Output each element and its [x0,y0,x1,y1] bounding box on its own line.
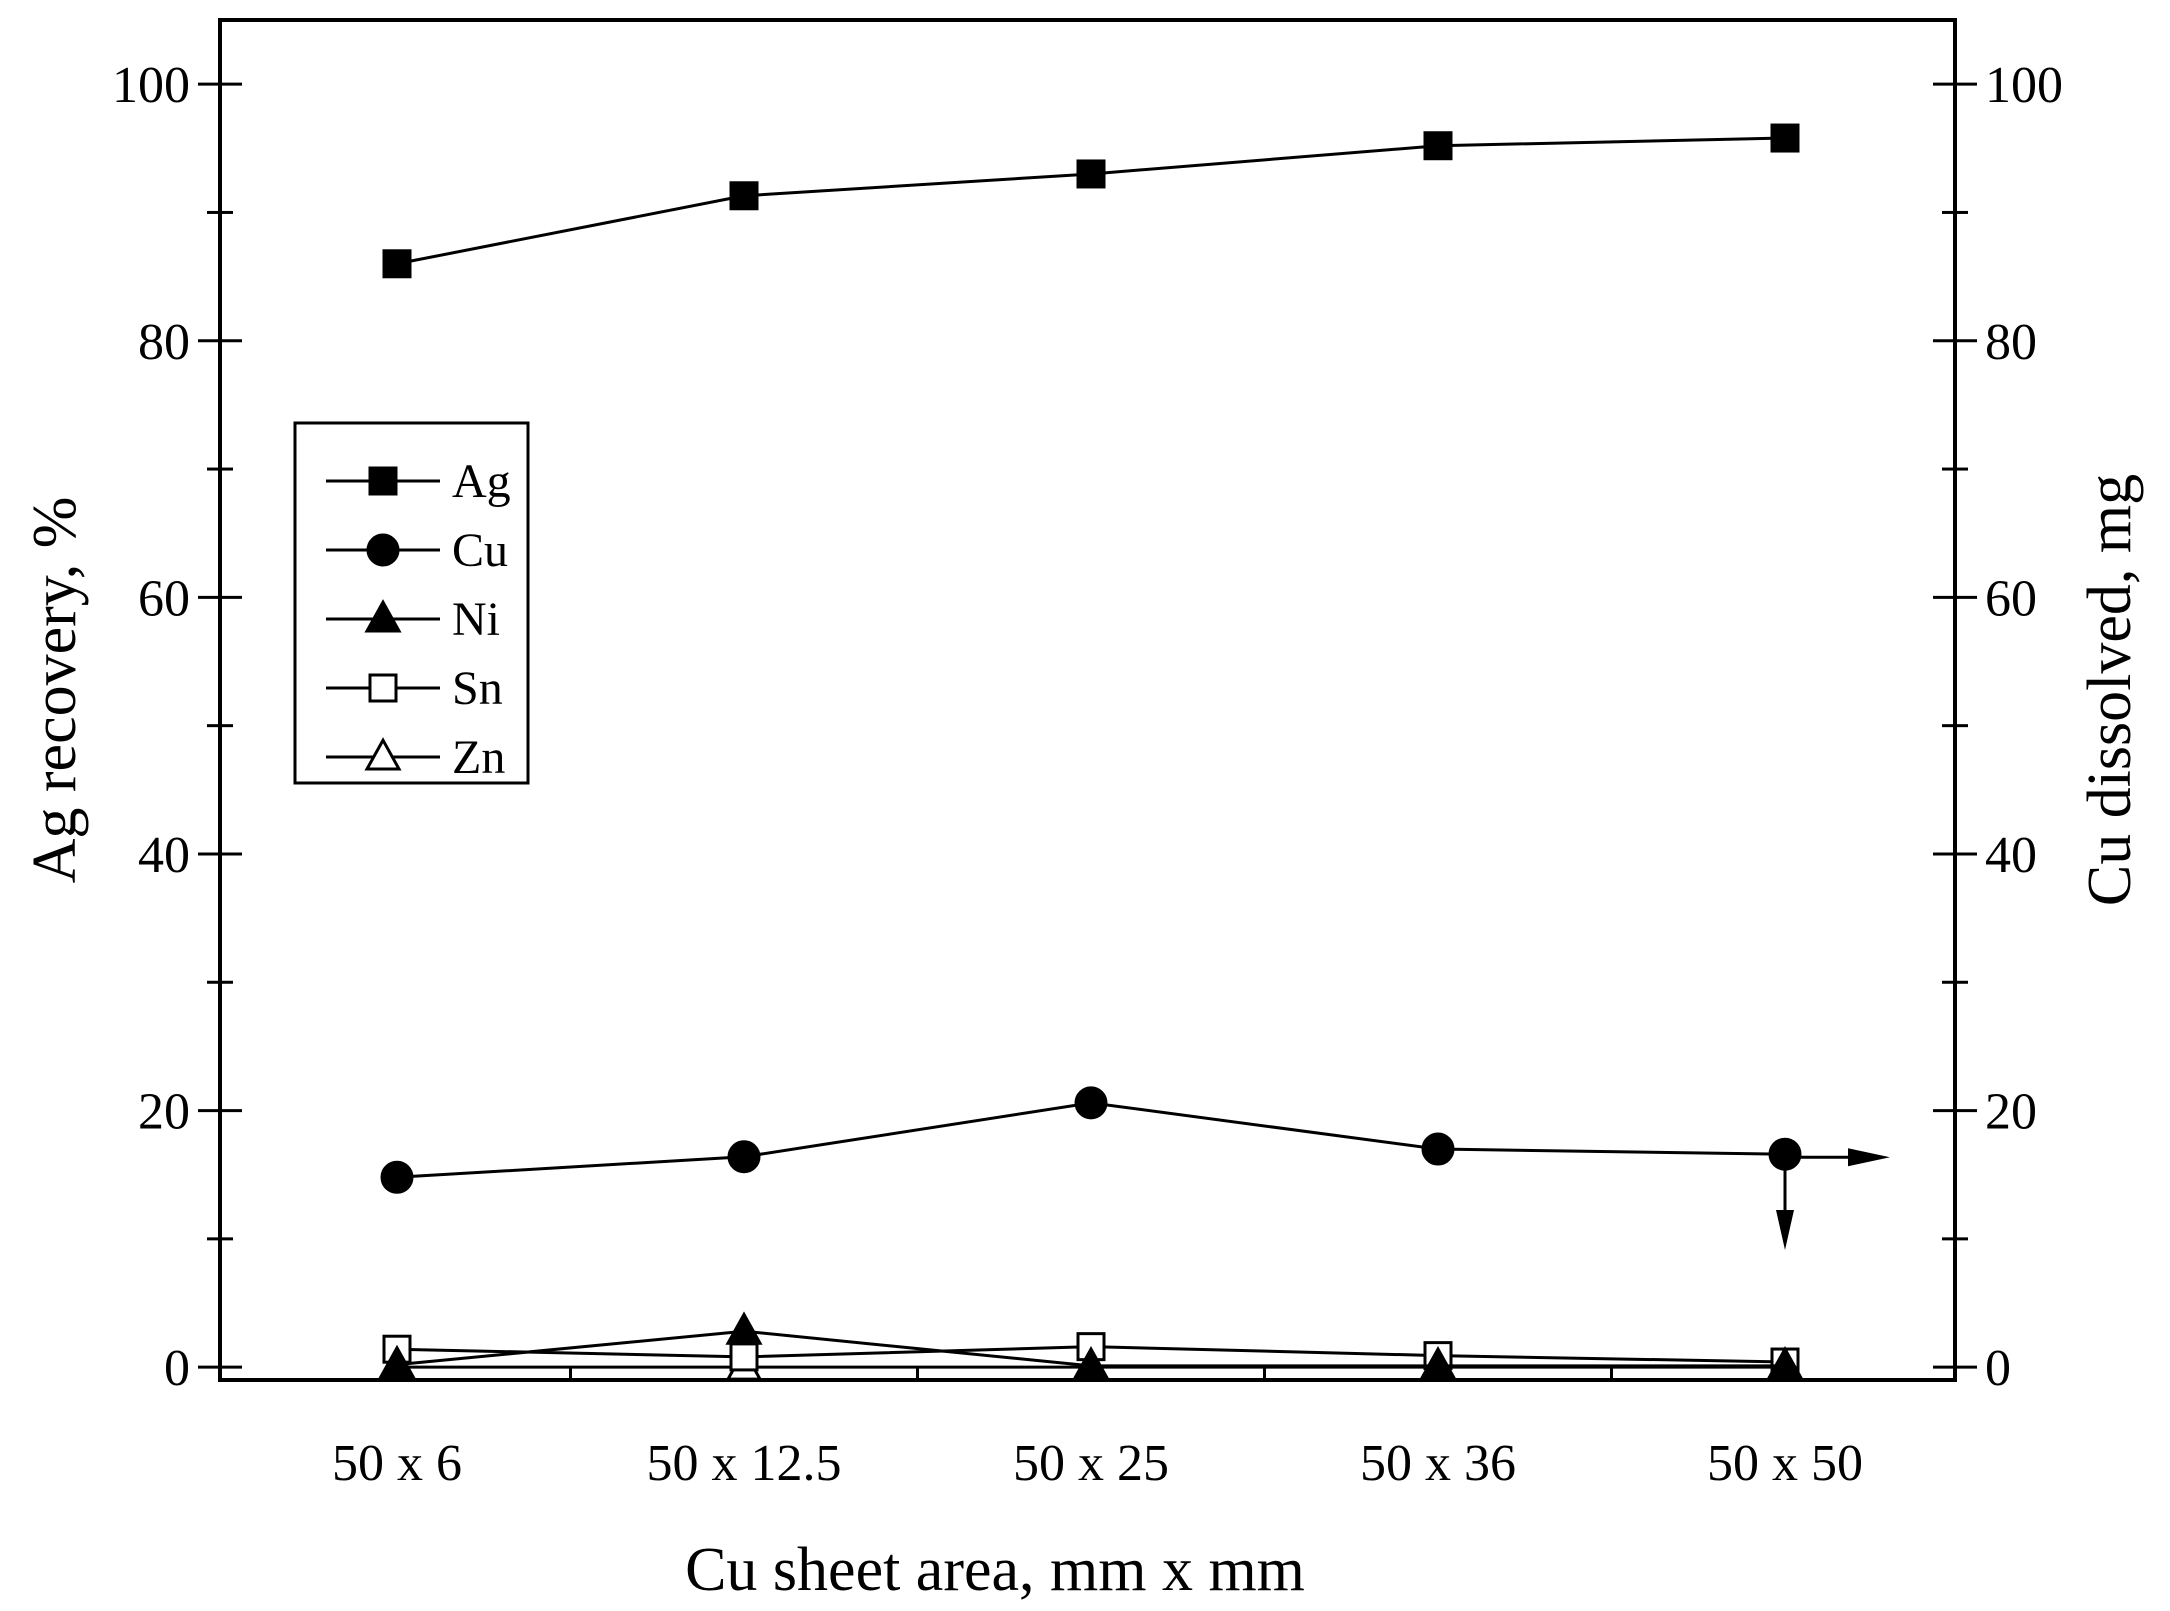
legend-entry-sn: Sn [326,662,503,715]
data-point-cu [380,1160,414,1194]
data-point-sn [729,1342,759,1372]
legend-label-ag: Ag [452,455,511,508]
data-point-ni [1766,1345,1804,1380]
y2-tick-label: 60 [1985,570,2037,627]
data-point-ni [1072,1345,1110,1380]
tick-labels: 0 20 40 60 80 100 0 20 40 60 80 100 50 x 6 50 x 12.5 5… [112,57,2063,1492]
y-tick-label: 0 [164,1340,190,1397]
y2-tick-label: 40 [1985,827,2037,884]
data-point-cu [1421,1132,1455,1166]
data-point-ag [1076,159,1106,189]
y-tick-label: 40 [138,827,190,884]
y-axis-title: Ag recovery, % [21,497,89,884]
data-series [378,123,1804,1381]
data-point-cu [727,1140,761,1174]
data-point-ni [1419,1345,1457,1380]
series-ni [378,1311,1804,1380]
arrow-down-head [1776,1210,1794,1250]
y-tick-label: 60 [138,570,190,627]
series-line-ag [396,136,1786,266]
tick-marks [198,82,1977,1380]
legend-marker-ag [368,466,398,496]
y2-tick-label: 0 [1985,1340,2011,1397]
data-point-ag [1770,123,1800,153]
y2-axis-title: Cu dissolved, mg [2076,474,2144,906]
x-tick-label: 50 x 36 [1360,1435,1516,1492]
data-point-ag [382,249,412,279]
legend-entry-zn: Zn [326,731,505,784]
legend-marker-zn [364,737,402,771]
y-tick-label: 20 [138,1084,190,1141]
legend-label-cu: Cu [452,524,508,577]
x-tick-label: 50 x 6 [332,1435,462,1492]
series-ag [382,123,1800,279]
legend-entry-cu: Cu [326,524,508,577]
legend-label-zn: Zn [452,731,505,784]
arrow-right-head [1848,1148,1890,1167]
x-tick-label: 50 x 12.5 [647,1435,842,1492]
x-axis-title: Cu sheet area, mm x mm [685,1536,1305,1604]
x-tick-label: 50 x 25 [1013,1435,1169,1492]
y-tick-label: 100 [112,57,190,114]
legend-label-sn: Sn [452,662,503,715]
x-tick-label: 50 x 50 [1707,1435,1863,1492]
legend-marker-ni [364,599,402,633]
legend-box [293,421,530,785]
series-cu [380,1086,1802,1194]
legend-entry-ag: Ag [326,455,511,508]
annotations [1776,1148,1890,1250]
data-point-ag [729,181,759,211]
data-point-ag [1423,131,1453,161]
data-point-ni [725,1311,763,1345]
y2-tick-label: 80 [1985,314,2037,371]
data-point-ni [378,1344,416,1379]
legend: Ag Cu Ni Sn Zn [293,421,530,785]
legend-marker-sn [368,673,398,703]
legend-entries: Ag Cu Ni Sn Zn [326,455,511,784]
data-point-cu [1768,1137,1802,1171]
y2-tick-label: 20 [1985,1084,2037,1141]
legend-label-ni: Ni [452,593,500,646]
y-tick-label: 80 [138,314,190,371]
data-point-cu [1074,1086,1108,1120]
y2-tick-label: 100 [1985,57,2063,114]
legend-marker-cu [366,533,400,567]
legend-entry-ni: Ni [326,593,500,646]
